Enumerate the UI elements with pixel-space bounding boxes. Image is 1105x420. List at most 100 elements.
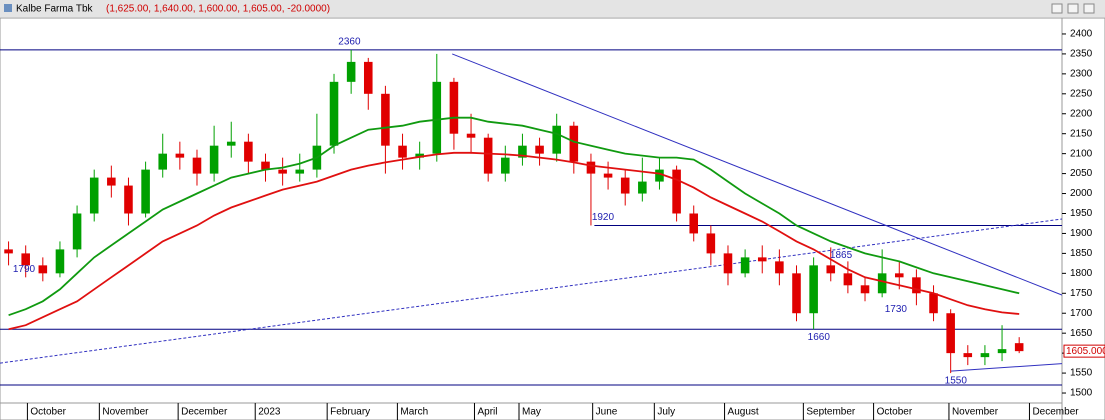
y-tick-label: 2150 bbox=[1070, 128, 1093, 139]
x-tick-label: May bbox=[522, 407, 541, 418]
candle-body bbox=[141, 169, 150, 214]
candle-body bbox=[4, 249, 13, 254]
moving-average bbox=[8, 151, 1020, 331]
candle-body bbox=[980, 353, 990, 358]
candle-body bbox=[124, 185, 133, 214]
annotation: 1790 bbox=[13, 264, 36, 275]
annotation: 1550 bbox=[945, 376, 968, 387]
y-tick-label: 2200 bbox=[1070, 108, 1093, 119]
candle-body bbox=[723, 253, 733, 274]
x-tick-label: September bbox=[806, 407, 856, 418]
candle-body bbox=[912, 277, 921, 294]
candle-body bbox=[963, 353, 973, 358]
x-tick-label: April bbox=[477, 407, 497, 418]
candle-body bbox=[929, 293, 938, 314]
candle-body bbox=[535, 145, 544, 154]
x-tick-label: February bbox=[330, 407, 370, 418]
x-tick-label: August bbox=[728, 407, 759, 418]
x-tick-label: November bbox=[102, 407, 149, 418]
candle-body bbox=[501, 157, 510, 174]
title-bar bbox=[0, 0, 1105, 17]
candle-body bbox=[894, 273, 904, 278]
candle-body bbox=[792, 273, 801, 314]
window-icon bbox=[4, 4, 12, 12]
candle-body bbox=[997, 349, 1007, 354]
candle-body bbox=[775, 261, 784, 274]
candle-body bbox=[672, 169, 681, 214]
candle-body bbox=[381, 93, 390, 146]
ohlc-text: (1,625.00, 1,640.00, 1,600.00, 1,605.00,… bbox=[106, 4, 330, 15]
candle-body bbox=[449, 81, 459, 134]
last-price-label: 1605.000 bbox=[1066, 346, 1105, 357]
candle-body bbox=[363, 61, 373, 94]
candle-body bbox=[638, 181, 647, 194]
candle-body bbox=[329, 81, 339, 146]
candle-body bbox=[72, 213, 82, 250]
candle-body bbox=[655, 169, 664, 182]
candle-body bbox=[415, 153, 424, 158]
y-tick-label: 2050 bbox=[1070, 168, 1093, 179]
y-tick-label: 2250 bbox=[1070, 88, 1093, 99]
y-tick-label: 1800 bbox=[1070, 268, 1093, 279]
candle-body bbox=[826, 265, 836, 274]
candle-body bbox=[89, 177, 99, 214]
candle-body bbox=[860, 285, 870, 294]
chart-title: Kalbe Farma Tbk bbox=[16, 4, 94, 15]
minimize-button[interactable] bbox=[1051, 3, 1063, 14]
candle-body bbox=[244, 141, 253, 162]
window-buttons[interactable] bbox=[1051, 3, 1095, 14]
trend-line bbox=[452, 53, 1062, 296]
candle-body bbox=[432, 81, 442, 154]
y-tick-label: 1950 bbox=[1070, 208, 1093, 219]
candle-body bbox=[38, 265, 48, 274]
annotation: 1920 bbox=[592, 212, 615, 223]
x-tick-label: October bbox=[30, 407, 66, 418]
moving-average bbox=[8, 116, 1020, 317]
candle-body bbox=[569, 125, 579, 162]
x-tick-label: December bbox=[1032, 407, 1079, 418]
y-tick-label: 1850 bbox=[1070, 248, 1093, 259]
x-tick-label: June bbox=[596, 407, 618, 418]
candle-body bbox=[946, 313, 955, 354]
annotation: 1730 bbox=[885, 304, 908, 315]
y-tick-label: 1650 bbox=[1070, 328, 1093, 339]
x-tick-label: March bbox=[400, 407, 428, 418]
close-button[interactable] bbox=[1083, 3, 1095, 14]
plot-area bbox=[0, 17, 1063, 404]
y-tick-label: 1500 bbox=[1070, 388, 1093, 399]
y-tick-label: 2000 bbox=[1070, 188, 1093, 199]
candle-body bbox=[1014, 343, 1024, 352]
annotation: 2360 bbox=[338, 37, 361, 48]
y-tick-label: 2400 bbox=[1070, 29, 1093, 40]
candle-body bbox=[809, 265, 818, 314]
candle-body bbox=[466, 133, 476, 138]
candle-body bbox=[586, 161, 596, 174]
candle-body bbox=[278, 169, 287, 174]
maximize-button[interactable] bbox=[1067, 3, 1079, 14]
x-tick-label: October bbox=[877, 407, 913, 418]
candle-body bbox=[209, 145, 219, 174]
date-axis bbox=[0, 402, 1063, 420]
y-tick-label: 2300 bbox=[1070, 68, 1093, 79]
candle-body bbox=[603, 173, 613, 178]
y-tick-label: 2100 bbox=[1070, 148, 1093, 159]
candle-body bbox=[620, 177, 630, 194]
candle-body bbox=[877, 273, 887, 294]
y-tick-label: 1750 bbox=[1070, 288, 1093, 299]
candle-body bbox=[843, 273, 853, 286]
y-tick-label: 1900 bbox=[1070, 228, 1093, 239]
annotation: 1660 bbox=[808, 332, 831, 343]
candle-body bbox=[261, 161, 270, 170]
trend-line bbox=[950, 363, 1062, 372]
candle-body bbox=[518, 145, 527, 158]
y-tick-label: 1700 bbox=[1070, 308, 1093, 319]
candle-body bbox=[346, 61, 356, 82]
candle-body bbox=[55, 249, 65, 274]
x-tick-label: 2023 bbox=[258, 407, 281, 418]
candle-body bbox=[757, 257, 767, 262]
candle-body bbox=[107, 177, 116, 186]
candle-body bbox=[740, 257, 750, 274]
x-tick-label: July bbox=[657, 407, 675, 418]
x-tick-label: December bbox=[181, 407, 228, 418]
